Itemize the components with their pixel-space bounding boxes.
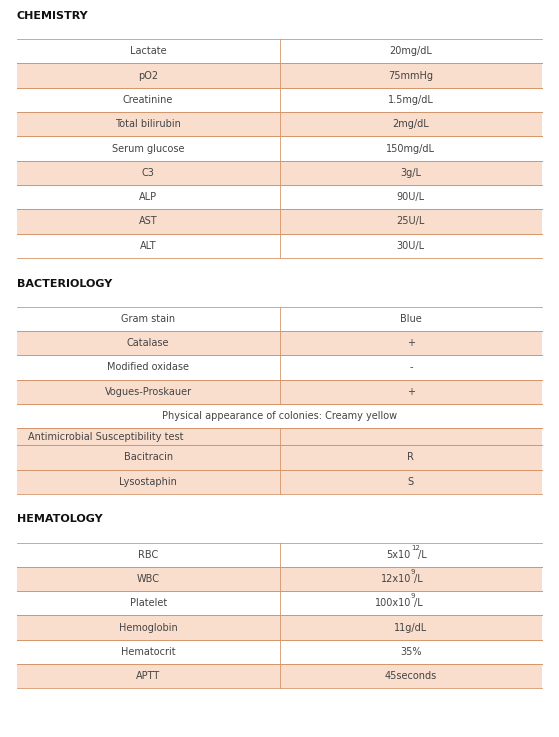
Text: 9: 9 (411, 569, 415, 575)
Text: C3: C3 (141, 168, 155, 178)
Bar (17, 355, 542, 380)
Bar (17, 404, 542, 428)
Text: 1.5mg/dL: 1.5mg/dL (388, 95, 434, 105)
Bar (17, 380, 542, 404)
Text: 2mg/dL: 2mg/dL (392, 119, 429, 129)
Text: 100x10: 100x10 (375, 598, 411, 608)
Text: ALT: ALT (140, 241, 157, 251)
Text: Hemoglobin: Hemoglobin (119, 623, 178, 632)
Text: +: + (407, 338, 415, 348)
Text: Vogues-Proskauer: Vogues-Proskauer (105, 387, 192, 397)
Text: R: R (408, 453, 414, 462)
Text: +: + (407, 387, 415, 397)
Text: 5x10: 5x10 (387, 550, 411, 559)
Text: Gram stain: Gram stain (121, 314, 175, 324)
Text: 20mg/dL: 20mg/dL (390, 46, 432, 56)
Text: S: S (408, 477, 414, 486)
Bar (17, 469, 542, 494)
Text: Blue: Blue (400, 314, 421, 324)
Text: 150mg/dL: 150mg/dL (386, 144, 435, 153)
Text: Lactate: Lactate (130, 46, 167, 56)
Text: -: - (409, 363, 413, 372)
Bar (17, 445, 542, 469)
Bar (17, 615, 542, 640)
Text: /L: /L (418, 550, 427, 559)
Text: Creatinine: Creatinine (123, 95, 173, 105)
Text: 35%: 35% (400, 647, 421, 657)
Bar (17, 185, 542, 209)
Text: Physical appearance of colonies: Creamy yellow: Physical appearance of colonies: Creamy … (162, 411, 397, 421)
Bar (17, 428, 542, 445)
Text: 12x10: 12x10 (381, 574, 411, 584)
Bar (17, 136, 542, 161)
Text: BACTERIOLOGY: BACTERIOLOGY (17, 279, 112, 289)
Bar (17, 39, 542, 63)
Text: 25U/L: 25U/L (397, 217, 425, 226)
Text: Serum glucose: Serum glucose (112, 144, 184, 153)
Bar (17, 209, 542, 234)
Text: Bacitracin: Bacitracin (124, 453, 173, 462)
Text: 75mmHg: 75mmHg (389, 71, 433, 80)
Text: Total bilirubin: Total bilirubin (115, 119, 181, 129)
Bar (17, 88, 542, 112)
Text: Modified oxidase: Modified oxidase (107, 363, 189, 372)
Bar (17, 542, 542, 567)
Text: AST: AST (139, 217, 158, 226)
Text: /L: /L (414, 574, 423, 584)
Bar (17, 161, 542, 185)
Text: HEMATOLOGY: HEMATOLOGY (17, 514, 102, 525)
Text: 45seconds: 45seconds (385, 671, 437, 681)
Bar (17, 331, 542, 355)
Bar (17, 567, 542, 591)
Bar (17, 63, 542, 88)
Text: 12: 12 (411, 545, 420, 551)
Text: 11g/dL: 11g/dL (394, 623, 428, 632)
Bar (17, 112, 542, 136)
Text: ALP: ALP (139, 192, 157, 202)
Bar (17, 664, 542, 688)
Text: WBC: WBC (136, 574, 160, 584)
Text: APTT: APTT (136, 671, 160, 681)
Text: 3g/L: 3g/L (400, 168, 421, 178)
Text: Antimicrobial Susceptibility test: Antimicrobial Susceptibility test (28, 432, 183, 441)
Bar (17, 591, 542, 615)
Bar (17, 640, 542, 664)
Text: CHEMISTRY: CHEMISTRY (17, 11, 88, 21)
Bar (17, 307, 542, 331)
Bar (17, 234, 542, 258)
Text: 90U/L: 90U/L (397, 192, 425, 202)
Text: 30U/L: 30U/L (397, 241, 425, 251)
Text: 9: 9 (411, 593, 415, 599)
Text: pO2: pO2 (138, 71, 158, 80)
Text: Catalase: Catalase (127, 338, 169, 348)
Text: Platelet: Platelet (130, 598, 167, 608)
Text: RBC: RBC (138, 550, 158, 559)
Text: Hematocrit: Hematocrit (121, 647, 176, 657)
Text: Lysostaphin: Lysostaphin (119, 477, 177, 486)
Text: /L: /L (414, 598, 423, 608)
